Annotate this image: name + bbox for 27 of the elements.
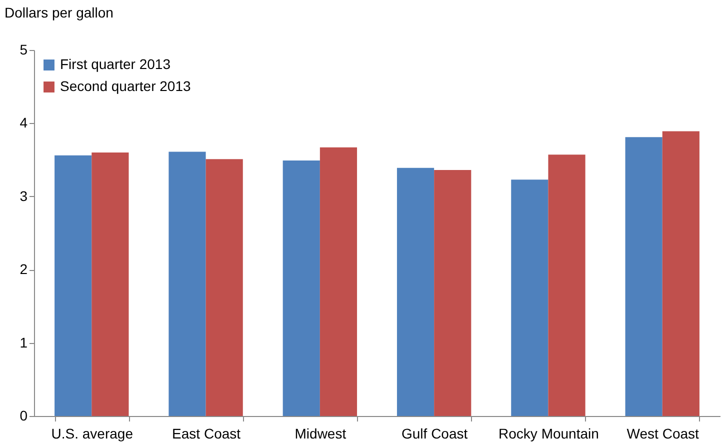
x-tick-label: Midwest bbox=[294, 426, 346, 442]
bar bbox=[511, 180, 548, 416]
y-tick-label: 5 bbox=[20, 42, 28, 58]
bar bbox=[282, 160, 320, 416]
legend-label: Second quarter 2013 bbox=[60, 78, 191, 94]
bar bbox=[168, 152, 206, 416]
bar bbox=[54, 155, 92, 416]
y-tick-label: 1 bbox=[20, 334, 28, 350]
bar bbox=[92, 152, 129, 416]
x-tick-label: U.S. average bbox=[51, 426, 134, 442]
legend-label: First quarter 2013 bbox=[60, 56, 171, 72]
bar bbox=[396, 168, 434, 416]
bar bbox=[206, 159, 243, 416]
x-tick-label: Gulf Coast bbox=[402, 426, 468, 442]
bar bbox=[320, 147, 358, 416]
y-tick-label: 0 bbox=[20, 408, 28, 424]
y-tick-label: 2 bbox=[20, 261, 28, 278]
bar bbox=[548, 154, 586, 416]
x-tick-label: Rocky Mountain bbox=[498, 426, 599, 442]
y-axis-title: Dollars per gallon bbox=[4, 4, 114, 20]
x-tick-label: East Coast bbox=[172, 426, 241, 442]
bar bbox=[662, 131, 700, 416]
x-tick-label: West Coast bbox=[626, 426, 700, 442]
bar bbox=[625, 137, 662, 416]
bar bbox=[434, 170, 472, 416]
y-tick-label: 4 bbox=[20, 114, 28, 131]
y-tick-label: 3 bbox=[20, 188, 28, 204]
